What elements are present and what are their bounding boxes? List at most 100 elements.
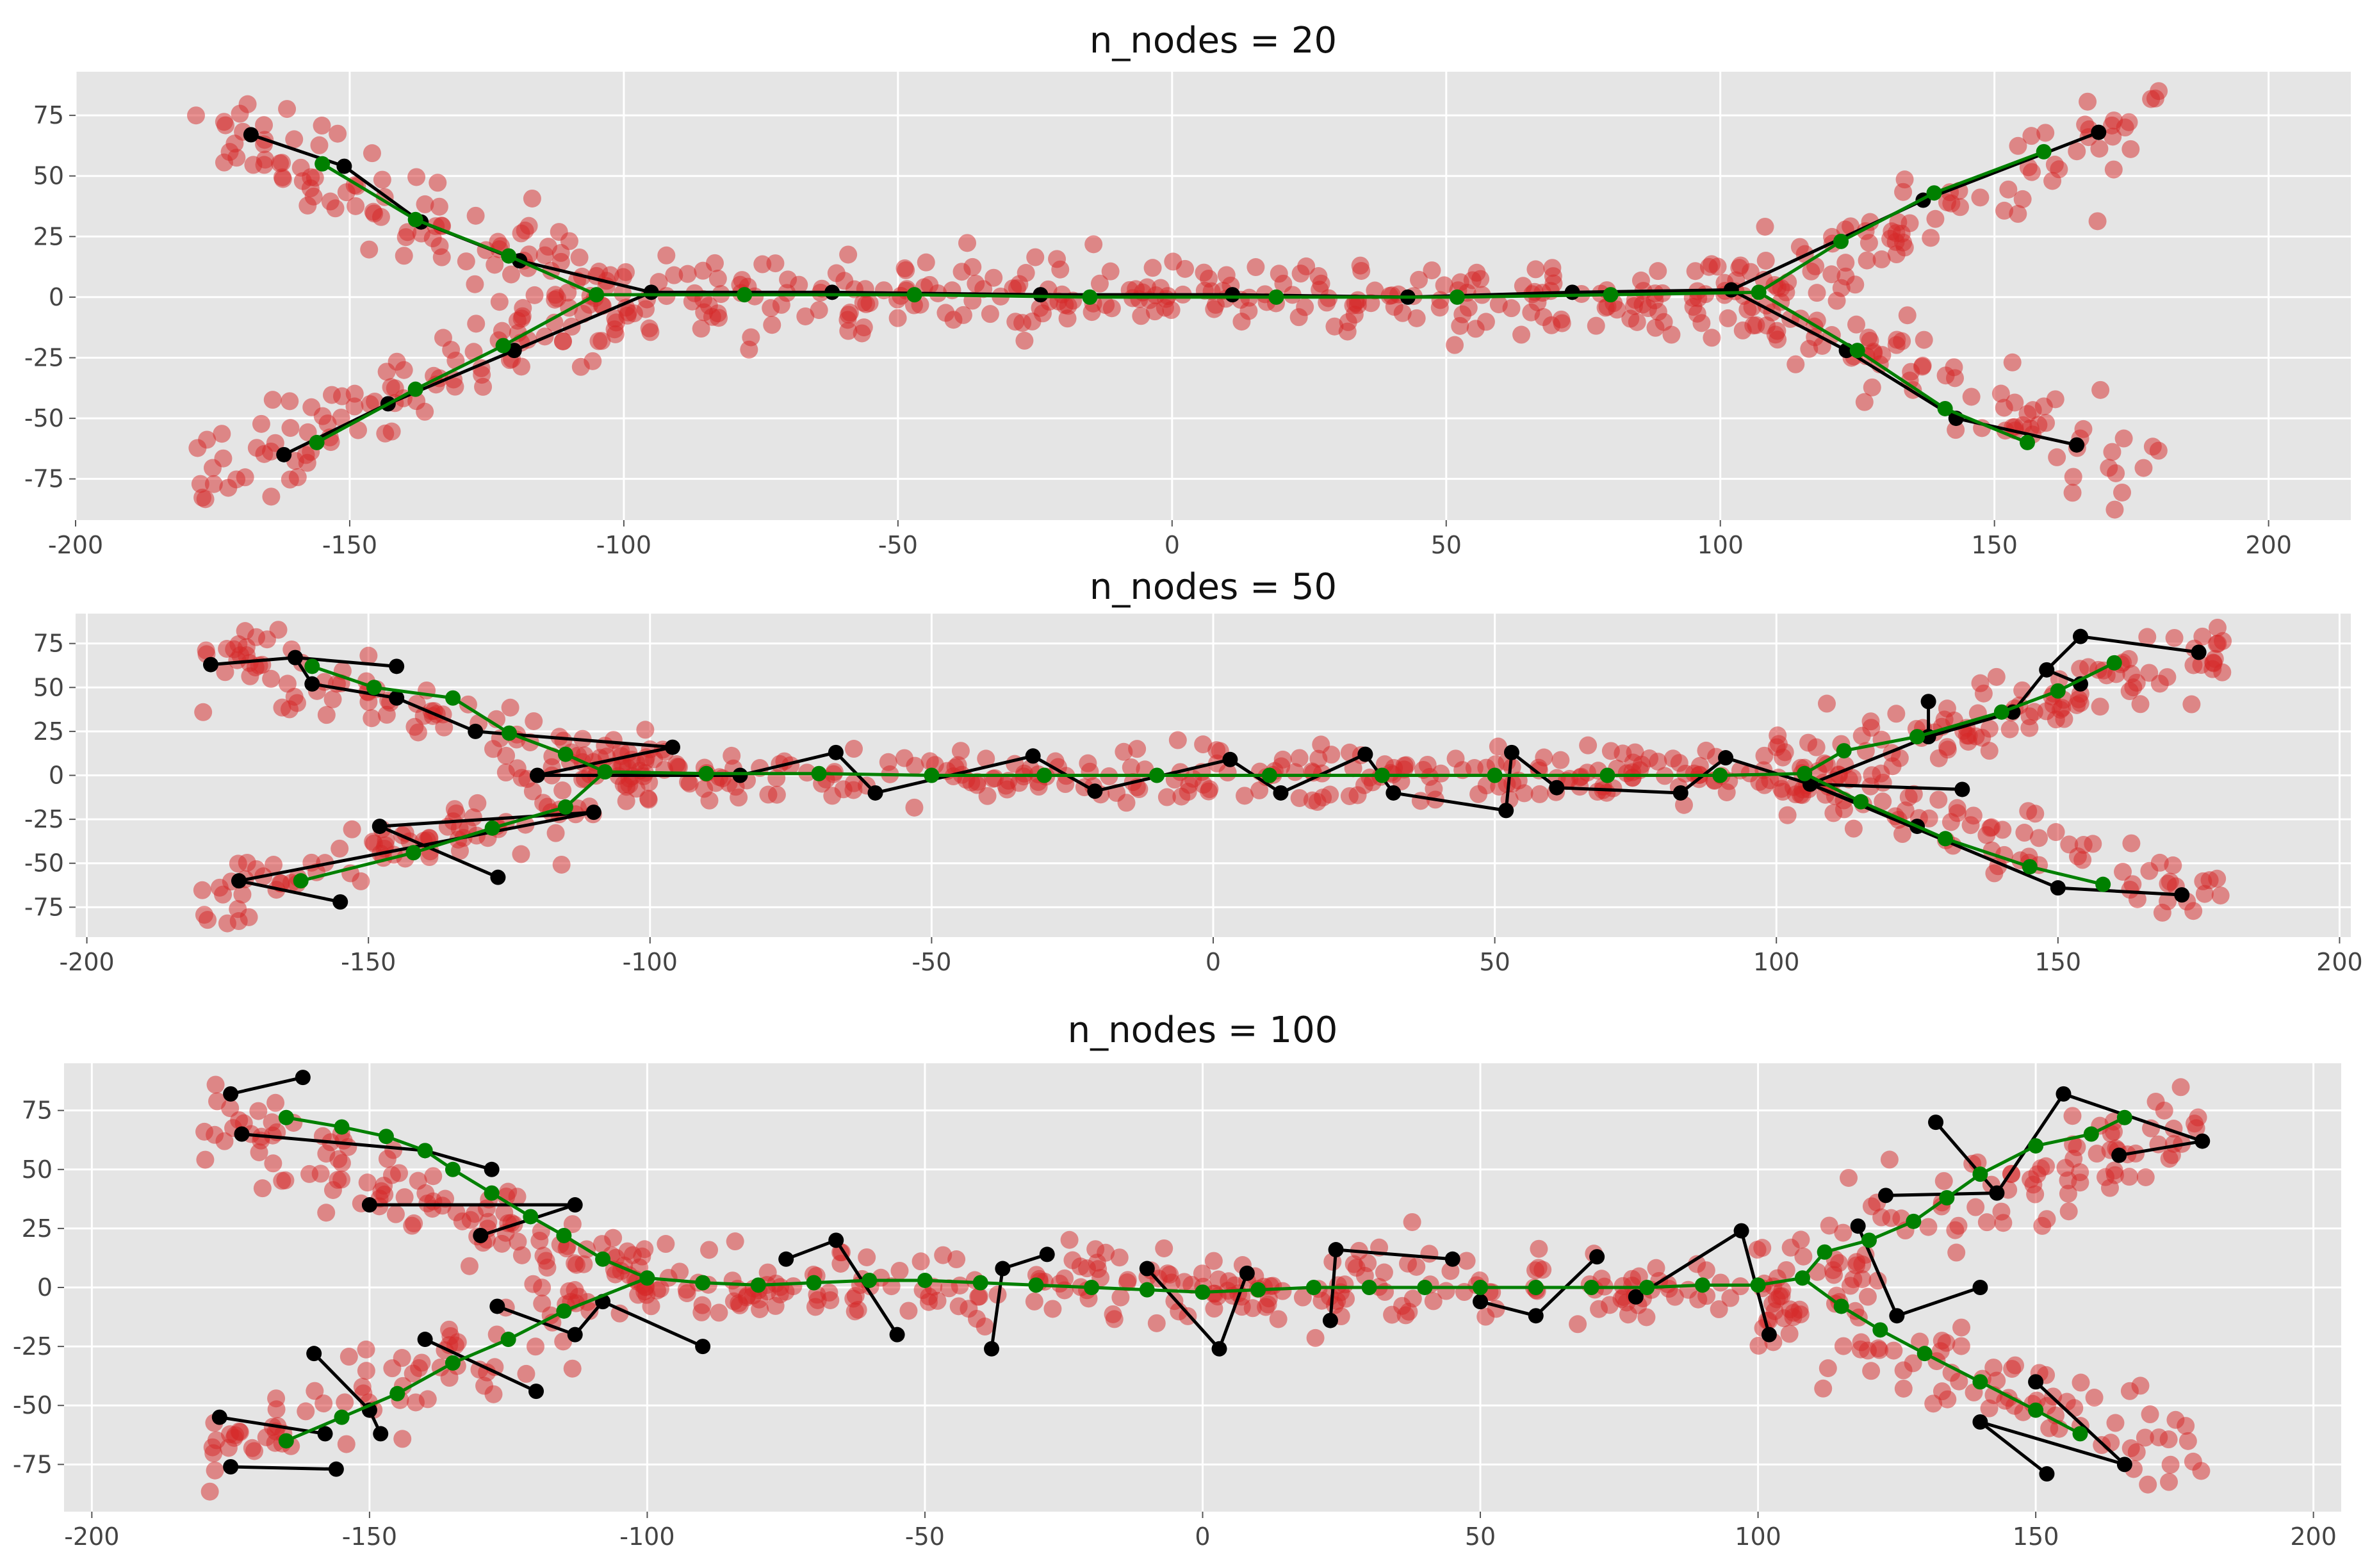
green-graph-edge [311,664,375,689]
data-point [710,1303,728,1322]
green-graph-node [501,725,517,741]
data-point [238,853,256,872]
data-point [1604,779,1623,797]
data-point [216,663,234,682]
black-graph-node [1273,785,1289,801]
green-graph-node [1797,765,1813,781]
green-graph-node [1937,400,1953,416]
green-graph-node [334,1409,350,1425]
data-point [1143,259,1162,277]
black-graph-node [1239,1265,1255,1281]
data-point [1128,740,1147,758]
black-graph-node [328,1461,344,1477]
data-point [1337,1289,1355,1308]
green-graph-edge [1860,800,1946,840]
data-point [241,667,259,685]
black-graph-node [203,657,219,673]
data-point [1293,1288,1312,1307]
data-point [1083,303,1101,322]
data-point [1200,780,1219,799]
data-point [2120,649,2138,668]
green-graph-edge [321,162,416,221]
data-point [790,275,808,294]
green-graph-node [1937,831,1953,847]
green-graph-node [2028,1138,2044,1154]
black-graph-node [1139,1261,1155,1277]
data-point [692,320,710,338]
black-graph-node [1928,1115,1944,1131]
data-point [1896,801,1915,820]
data-point [297,446,315,464]
data-point [1942,813,1960,831]
green-graph-edge [563,1276,648,1313]
data-point [525,286,544,304]
black-graph-node [1628,1289,1644,1305]
data-point [1938,738,1957,756]
data-point [1749,1336,1768,1355]
black-graph-edge [2118,1139,2203,1157]
data-point [1207,741,1226,760]
data-point [206,1125,224,1144]
green-graph-node [2083,1126,2099,1142]
black-graph-node [276,446,292,462]
green-graph-edge [1924,1352,1981,1384]
data-point [1530,785,1549,803]
data-point [357,1340,375,1359]
black-graph-edge [537,746,673,777]
data-point [1071,1257,1090,1276]
data-point [1529,1259,1548,1277]
black-graph-node [243,127,259,143]
green-graph-node [597,764,613,780]
data-point [2207,635,2226,653]
black-graph-edge [424,1337,537,1393]
data-point [1273,1282,1292,1300]
data-point [1101,262,1120,281]
black-graph-node [1920,694,1936,710]
data-point [2195,885,2214,903]
green-graph-edge [507,1309,565,1341]
green-graph-node [750,1277,766,1293]
data-point [1874,792,1892,811]
data-point [1991,384,2010,403]
data-point [1887,224,1906,242]
data-point [2096,1168,2114,1186]
y-tick-label: -25 [24,805,64,833]
black-graph-node [1718,750,1734,766]
data-point [1175,1273,1193,1291]
data-point [363,144,381,163]
data-point [1375,1263,1393,1282]
data-point [1344,759,1362,778]
data-point [1947,1243,1966,1262]
data-point [2070,690,2088,708]
black-graph-node [1850,1218,1866,1234]
data-point [2090,140,2109,158]
black-graph-edge [1934,1121,1999,1195]
data-point [763,316,781,334]
data-point [266,1093,285,1112]
black-graph-edge [1979,1420,2125,1466]
data-point [274,170,292,188]
data-point [1451,316,1469,335]
green-graph-node [589,287,605,303]
data-point [1874,773,1892,792]
black-graph-edge [379,810,594,828]
data-point [467,314,486,333]
black-graph-node [336,158,352,174]
data-point [693,1296,712,1314]
green-graph-node [2028,1402,2044,1418]
data-point [363,709,381,728]
green-graph-node [862,1272,878,1288]
data-point [1649,262,1667,281]
data-point [1974,684,1993,703]
green-graph-node [1487,767,1503,783]
data-point [858,1248,876,1266]
data-point [949,1297,968,1316]
black-graph-node [1972,1280,1988,1295]
data-point [196,490,215,509]
data-point [2104,160,2123,179]
data-point [1232,313,1251,331]
data-point [310,136,329,154]
data-point [1992,1202,2011,1221]
data-point [1579,736,1598,755]
data-point [1463,271,1482,290]
